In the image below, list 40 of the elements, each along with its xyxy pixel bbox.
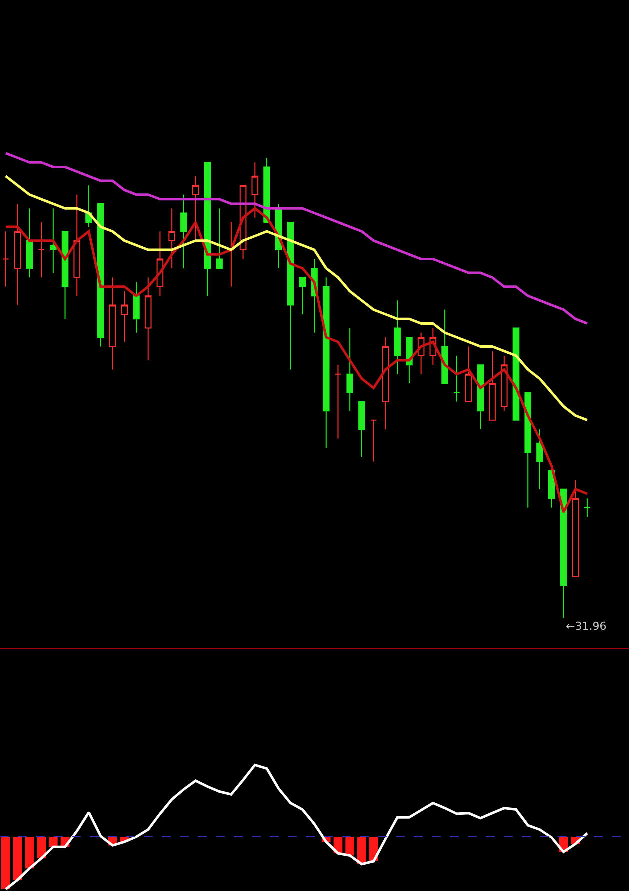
candlestick [346, 328, 354, 412]
candlestick [442, 309, 448, 384]
candlestick [109, 277, 116, 370]
candlestick [489, 350, 496, 421]
candlestick [560, 488, 568, 619]
candlestick [168, 208, 176, 269]
candlestick [133, 282, 140, 334]
candlestick [500, 355, 508, 412]
candlestick [14, 204, 22, 306]
candlestick [536, 429, 544, 490]
candlestick [287, 222, 294, 370]
candlestick [192, 176, 200, 242]
candlestick [144, 277, 152, 362]
candlestick [477, 364, 484, 430]
candlestick [584, 498, 591, 518]
candlestick [524, 392, 532, 508]
candlestick [38, 222, 45, 278]
candlestick [406, 337, 413, 384]
candlestick [299, 277, 306, 315]
candlestick [62, 231, 69, 320]
text: ←31.96 [566, 620, 607, 633]
candlestick [26, 208, 34, 278]
candlestick [216, 208, 223, 269]
candlestick [121, 290, 128, 343]
candlestick [358, 401, 366, 458]
candlestick [322, 277, 330, 448]
candlestick [180, 194, 188, 269]
candlestick [370, 420, 378, 462]
candlestick [454, 355, 460, 402]
candlestick [74, 194, 81, 297]
candlestick [465, 346, 472, 402]
candlestick [97, 204, 104, 348]
candlestick [334, 364, 342, 440]
candlestick [572, 480, 579, 578]
candlestick [228, 222, 235, 288]
candlestick [50, 208, 57, 274]
candlestick [382, 337, 390, 430]
candlestick [252, 162, 259, 218]
candlestick [394, 300, 401, 375]
candlestick [2, 231, 10, 288]
